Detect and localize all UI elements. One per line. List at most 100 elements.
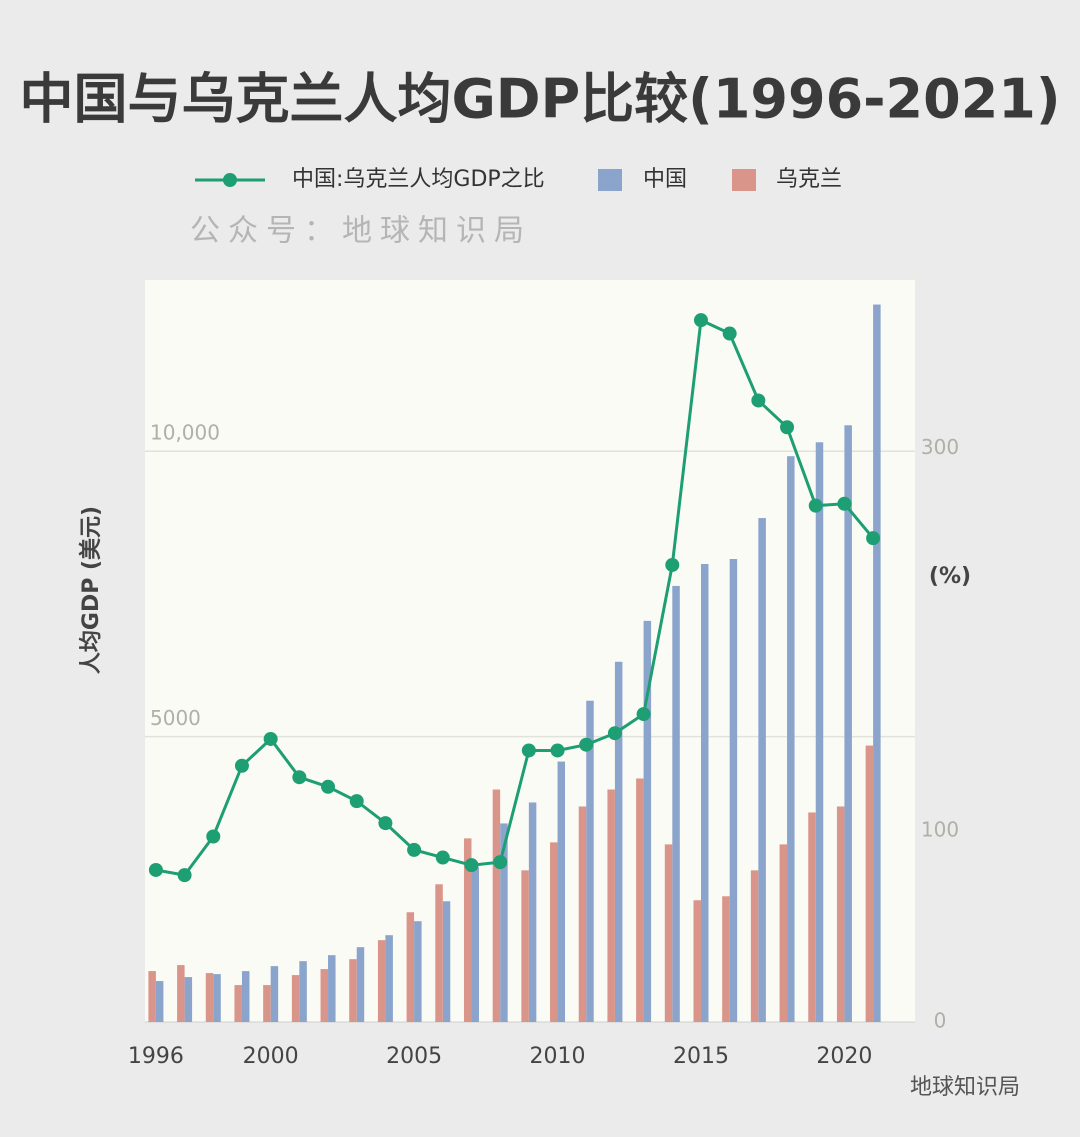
- bar: [614, 661, 623, 1022]
- bar: [578, 806, 587, 1022]
- line-point: [464, 858, 479, 873]
- bar: [700, 564, 709, 1022]
- subtitle: 公众号：地球知识局: [190, 214, 532, 249]
- bar: [349, 959, 357, 1022]
- bar: [607, 789, 615, 1022]
- bar: [471, 867, 479, 1022]
- bar: [406, 912, 415, 1022]
- line-point: [349, 794, 364, 809]
- x-tick-label: 2010: [530, 1044, 586, 1069]
- line-point: [435, 850, 450, 865]
- bar: [500, 823, 508, 1022]
- bar: [836, 806, 845, 1022]
- bar: [758, 518, 766, 1022]
- x-tick-label: 2020: [816, 1044, 872, 1069]
- footer: 地球知识局: [910, 1075, 1020, 1100]
- bar: [787, 456, 795, 1022]
- line-point: [148, 862, 163, 877]
- bar: [320, 969, 329, 1022]
- y2-tick-label: 300: [921, 435, 959, 459]
- line-point: [751, 393, 766, 408]
- line-point: [550, 743, 565, 758]
- bar: [664, 844, 673, 1022]
- bar: [385, 935, 393, 1022]
- line-point: [579, 737, 594, 752]
- line-point: [521, 743, 536, 758]
- bar: [414, 921, 422, 1022]
- bar: [234, 985, 242, 1022]
- y-tick-label: 5000: [150, 706, 201, 730]
- line-point: [407, 842, 422, 857]
- bar: [184, 977, 193, 1022]
- line-point: [722, 326, 737, 341]
- bar: [377, 940, 386, 1022]
- line-point: [234, 758, 249, 773]
- bar: [463, 838, 472, 1022]
- bar: [550, 842, 558, 1022]
- line-point: [636, 707, 651, 722]
- bar: [155, 981, 164, 1022]
- y2-tick-label: 100: [921, 817, 959, 841]
- x-tick-label: 1996: [128, 1044, 184, 1069]
- line-point: [665, 557, 680, 572]
- y2-tick-label: 0: [934, 1009, 947, 1033]
- bar: [328, 955, 336, 1022]
- x-tick-label: 2005: [386, 1044, 442, 1069]
- legend-swatch: [598, 169, 622, 191]
- bar: [865, 745, 874, 1022]
- bar: [263, 985, 271, 1022]
- bar: [291, 975, 300, 1022]
- bar: [722, 896, 730, 1022]
- bar: [672, 585, 680, 1022]
- line-point: [693, 313, 708, 328]
- line-point: [292, 770, 307, 785]
- line-point: [607, 726, 622, 741]
- legend-marker: [223, 173, 237, 187]
- bar: [557, 761, 566, 1022]
- bar: [528, 802, 537, 1022]
- line-point: [493, 855, 508, 870]
- bar: [779, 844, 788, 1022]
- bar: [299, 961, 307, 1022]
- bar: [643, 620, 652, 1022]
- line-point: [378, 816, 393, 831]
- bar: [213, 974, 221, 1022]
- legend-label: 中国: [643, 167, 687, 192]
- x-tick-label: 2015: [673, 1044, 729, 1069]
- bar: [241, 971, 250, 1022]
- bar: [148, 971, 156, 1022]
- bar: [177, 965, 185, 1022]
- bar: [844, 425, 852, 1023]
- legend-label: 中国:乌克兰人均GDP之比: [292, 167, 545, 192]
- bar: [873, 304, 881, 1022]
- bar: [729, 558, 738, 1022]
- bar: [205, 973, 214, 1022]
- legend-swatch: [732, 169, 756, 191]
- bar: [492, 789, 501, 1022]
- y2-axis-label: (%): [929, 564, 971, 589]
- line-point: [177, 868, 192, 883]
- bar: [270, 966, 279, 1022]
- bar: [808, 812, 816, 1022]
- chart-title: 中国与乌克兰人均GDP比较(1996-2021): [19, 68, 1060, 131]
- legend-label: 乌克兰: [776, 167, 842, 192]
- bar: [693, 900, 701, 1022]
- line-point: [206, 829, 221, 844]
- line-point: [866, 531, 881, 546]
- line-point: [321, 779, 336, 794]
- y-axis-label: 人均GDP (美元): [78, 506, 104, 674]
- bar: [356, 947, 365, 1022]
- bar: [435, 884, 443, 1022]
- line: [155, 317, 875, 877]
- bar: [586, 700, 594, 1022]
- y-tick-label: 10,000: [150, 421, 220, 445]
- line-point: [808, 498, 823, 513]
- bar: [636, 778, 644, 1022]
- line-point: [780, 420, 795, 435]
- bar: [442, 901, 451, 1022]
- x-tick-label: 2000: [243, 1044, 299, 1069]
- bar: [815, 442, 824, 1023]
- line-point: [263, 731, 278, 746]
- bar: [750, 870, 759, 1022]
